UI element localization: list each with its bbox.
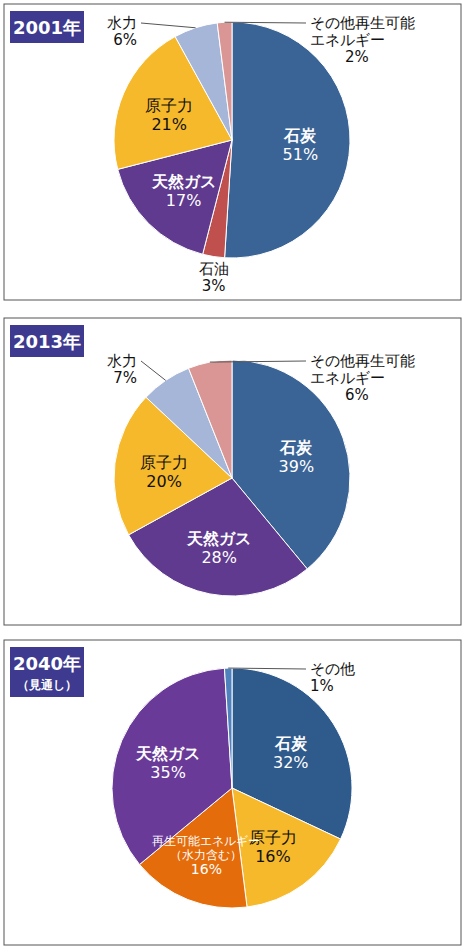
category-label-line: 天然ガス: [151, 172, 216, 191]
leader-line: [141, 361, 166, 380]
labels: 石炭39% 天然ガス28% 原子力20% 水力7% その他再生可能エネルギー6%: [107, 352, 415, 567]
category-label: その他再生可能エネルギー: [310, 14, 415, 49]
value-label: 51%: [283, 145, 319, 164]
category-label: 天然ガス: [151, 172, 216, 191]
category-label-line: その他再生可能: [310, 14, 415, 32]
leader-line: [141, 23, 196, 28]
category-label: 水力: [107, 352, 137, 370]
value-label: 1%: [310, 677, 334, 695]
category-label: 石炭: [283, 126, 317, 145]
category-label-line: 石炭: [283, 126, 317, 145]
pie-panel: 2001年石炭51% 石油3% 天然ガス17% 原子力21% 水力6% その他再生可能エネ…: [4, 4, 461, 300]
value-label: 32%: [273, 753, 309, 772]
value-label: 6%: [345, 386, 369, 404]
pie-slice: [225, 22, 350, 258]
slices: [112, 668, 352, 908]
pie-slice: [217, 22, 232, 140]
pie-panel: 2040年（見通し）石炭32%原子力16%再生可能エネルギー（水力含む）16%天…: [4, 640, 461, 945]
category-label-line: 原子力: [145, 96, 193, 115]
category-label-line: その他再生可能: [310, 352, 415, 370]
category-label-line: エネルギー: [310, 369, 385, 387]
category-label: 天然ガス: [135, 744, 200, 763]
pie-slice: [224, 668, 232, 788]
category-label: 天然ガス: [186, 529, 251, 548]
category-label: 石油: [199, 260, 229, 278]
value-label: 3%: [202, 277, 226, 295]
chart-title: 2013年: [13, 331, 81, 352]
panel-frame: [4, 640, 461, 945]
value-label: 16%: [255, 847, 291, 866]
category-label-line: エネルギー: [310, 31, 385, 49]
labels: 石炭51% 石油3% 天然ガス17% 原子力21% 水力6% その他再生可能エネルギー2%: [107, 14, 415, 295]
panel-frame: [4, 318, 461, 625]
chart-subtitle: （見通し）: [17, 678, 77, 692]
pie-panel: 2013年石炭39% 天然ガス28% 原子力20% 水力7% その他再生可能エネルギー6…: [4, 318, 461, 625]
value-label: 7%: [113, 369, 137, 387]
root: 2001年石炭51%石油3%天然ガス17%原子力21%水力6%その他再生可能エネ…: [0, 0, 466, 950]
category-label-line: 天然ガス: [135, 744, 200, 763]
value-label: 35%: [150, 763, 186, 782]
category-label: 水力: [107, 14, 137, 32]
chart-title: 2001年: [13, 17, 81, 38]
title-box: [10, 325, 84, 357]
category-label-line: 水力: [107, 352, 137, 370]
title-box: [10, 11, 84, 43]
labels: 石炭32%原子力16%再生可能エネルギー（水力含む）16%天然ガス35%その他1…: [135, 660, 355, 877]
category-label-line: 天然ガス: [186, 529, 251, 548]
value-label: 39%: [279, 457, 315, 476]
panel-frame: [4, 4, 461, 300]
category-label-line: その他: [310, 660, 355, 678]
leader-line: [225, 22, 306, 24]
category-label-line: （水力含む）: [170, 848, 242, 862]
value-label: 20%: [146, 472, 182, 491]
category-label-line: 石油: [199, 260, 229, 278]
chart-title: 2040年: [13, 653, 81, 674]
pie-slice: [189, 360, 232, 478]
value-label: 16%: [191, 861, 222, 877]
category-label: 石炭: [274, 734, 308, 753]
value-label: 2%: [345, 48, 369, 66]
category-label: 原子力: [140, 453, 188, 472]
slices: [114, 360, 350, 596]
category-label: その他: [310, 660, 355, 678]
category-label: その他再生可能エネルギー: [310, 352, 415, 387]
slices: [114, 22, 350, 258]
value-label: 17%: [166, 191, 202, 210]
figure: 2001年石炭51%石油3%天然ガス17%原子力21%水力6%その他再生可能エネ…: [0, 0, 466, 950]
category-label: 石炭: [279, 438, 313, 457]
title-box: [10, 647, 84, 697]
category-label-line: 石炭: [274, 734, 308, 753]
value-label: 21%: [151, 115, 187, 134]
category-label-line: 原子力: [140, 453, 188, 472]
category-label-line: 水力: [107, 14, 137, 32]
category-label-line: 再生可能エネルギー: [152, 834, 260, 848]
category-label: 再生可能エネルギー（水力含む）: [152, 834, 260, 862]
leader-line: [228, 668, 306, 670]
value-label: 6%: [113, 31, 137, 49]
category-label: 原子力: [145, 96, 193, 115]
category-label-line: 石炭: [279, 438, 313, 457]
leader-line: [210, 361, 306, 362]
value-label: 28%: [201, 548, 237, 567]
